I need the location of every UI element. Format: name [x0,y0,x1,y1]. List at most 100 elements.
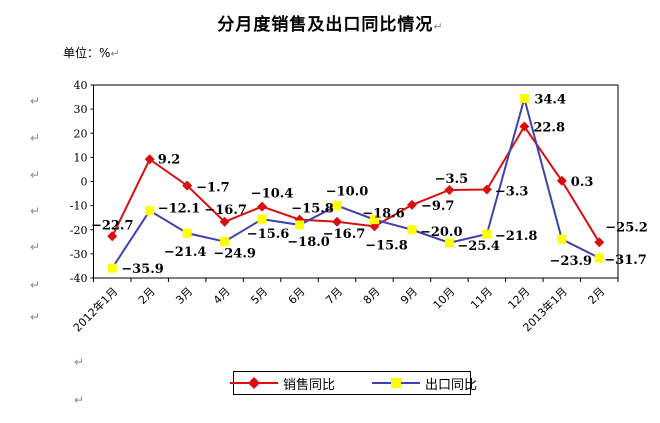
square-marker-icon [369,215,379,225]
x-axis-label: 2月 [136,285,158,307]
diamond-marker-icon [219,216,230,227]
x-axis-label: 12月 [506,285,533,312]
data-label: −9.7 [421,199,455,214]
diamond-marker-icon [594,237,605,248]
diamond-marker-icon [556,175,567,186]
page-title: 分月度销售及出口同比情况↵ [0,10,660,35]
data-label: −3.3 [495,184,529,199]
data-label: −15.8 [291,202,334,217]
x-axis-label: 4月 [211,285,233,307]
data-label: −16.7 [204,203,247,218]
data-label: −31.7 [604,253,647,268]
series-line-0 [111,124,601,243]
y-axis-label: -20 [70,224,88,237]
data-label: −10.4 [251,187,294,202]
diamond-marker-icon [444,184,455,195]
paragraph-mark-icon: ↵ [30,310,41,324]
x-axis-label: 10月 [431,285,458,312]
data-label: 0.3 [571,175,594,190]
data-label: −18.0 [287,235,330,250]
diamond-marker-icon [519,121,530,132]
data-label: −24.9 [213,247,256,262]
x-axis-label: 6月 [286,285,308,307]
unit-label-text: 单位：% [63,46,111,60]
y-axis-label: 30 [74,103,88,116]
diamond-marker-icon [247,377,260,389]
data-label: 22.8 [533,120,565,135]
data-label: −25.4 [457,239,500,254]
paragraph-mark-icon: ↵ [433,20,443,33]
square-marker-icon [182,228,192,238]
data-label: −3.5 [435,172,469,187]
y-axis-label: 40 [74,79,88,92]
square-marker-icon [107,263,117,273]
square-marker-icon [220,237,230,247]
x-axis-label: 8月 [361,285,383,307]
square-marker-icon [444,238,454,248]
data-label: −25.2 [605,220,648,235]
data-label: 34.4 [534,93,566,108]
y-axis-label: 20 [74,127,88,140]
legend-label-export: 出口同比 [425,377,478,393]
unit-label: 单位：%↵ [63,44,120,61]
paragraph-mark-icon: ↵ [30,240,41,254]
x-axis-label: 11月 [468,285,495,312]
square-marker-icon [332,201,342,211]
data-label: 9.2 [158,152,181,167]
paragraph-mark-icon: ↵ [30,94,41,108]
diamond-marker-icon [107,231,118,242]
y-axis-label: 10 [74,151,88,164]
x-axis-label: 3月 [173,285,195,307]
square-marker-icon [519,94,529,104]
x-axis-label: 5月 [248,285,270,307]
export-series-sample-icon [372,378,420,388]
page-title-text: 分月度销售及出口同比情况 [217,15,434,35]
y-axis-label: -40 [70,272,88,285]
diamond-marker-icon [144,154,155,165]
paragraph-mark-icon: ↵ [30,204,41,218]
square-marker-icon [594,253,604,263]
x-axis-label: 2月 [585,285,607,307]
paragraph-mark-icon: ↵ [74,393,85,407]
diamond-marker-icon [332,216,343,227]
data-label: −20.0 [420,225,463,240]
paragraph-mark-icon: ↵ [30,168,41,182]
paragraph-mark-icon: ↵ [30,278,41,292]
square-marker-icon [257,214,267,224]
paragraph-mark-icon: ↵ [110,47,120,60]
paragraph-mark-icon: ↵ [74,355,85,369]
data-label: −22.7 [91,218,134,233]
square-marker-icon [407,225,417,235]
sales-series-sample-icon [229,377,278,389]
data-label: −15.6 [247,227,290,242]
data-label: −21.4 [164,245,207,260]
square-marker-icon [145,206,155,216]
square-marker-icon [482,229,492,239]
series-line-1 [111,94,600,269]
square-marker-icon [391,378,401,388]
data-label: −35.9 [121,262,164,277]
data-label: −23.9 [550,254,593,269]
legend-item-sales: 销售同比 [227,374,335,393]
data-label: −10.0 [326,185,369,200]
paragraph-mark-icon: ↵ [30,131,41,145]
legend-label-sales: 销售同比 [282,377,335,393]
diamond-marker-icon [481,184,492,195]
legend-item-export: 出口同比 [369,374,477,393]
square-marker-icon [295,220,305,230]
data-label: −21.8 [495,229,538,244]
x-axis-label: 7月 [323,285,345,307]
square-marker-icon [557,234,567,244]
data-label: −15.8 [365,239,408,254]
data-label: −12.1 [158,202,201,217]
chart-legend: 销售同比 出口同比 [229,371,477,395]
y-axis-label: -10 [70,200,88,213]
x-axis-label: 9月 [398,285,420,307]
diamond-marker-icon [257,201,268,212]
data-label: −18.6 [362,206,405,221]
x-axis-label: 2012年1月 [70,284,120,334]
diamond-marker-icon [406,199,417,210]
data-label: −1.7 [196,181,230,196]
data-label: −16.7 [323,227,366,242]
